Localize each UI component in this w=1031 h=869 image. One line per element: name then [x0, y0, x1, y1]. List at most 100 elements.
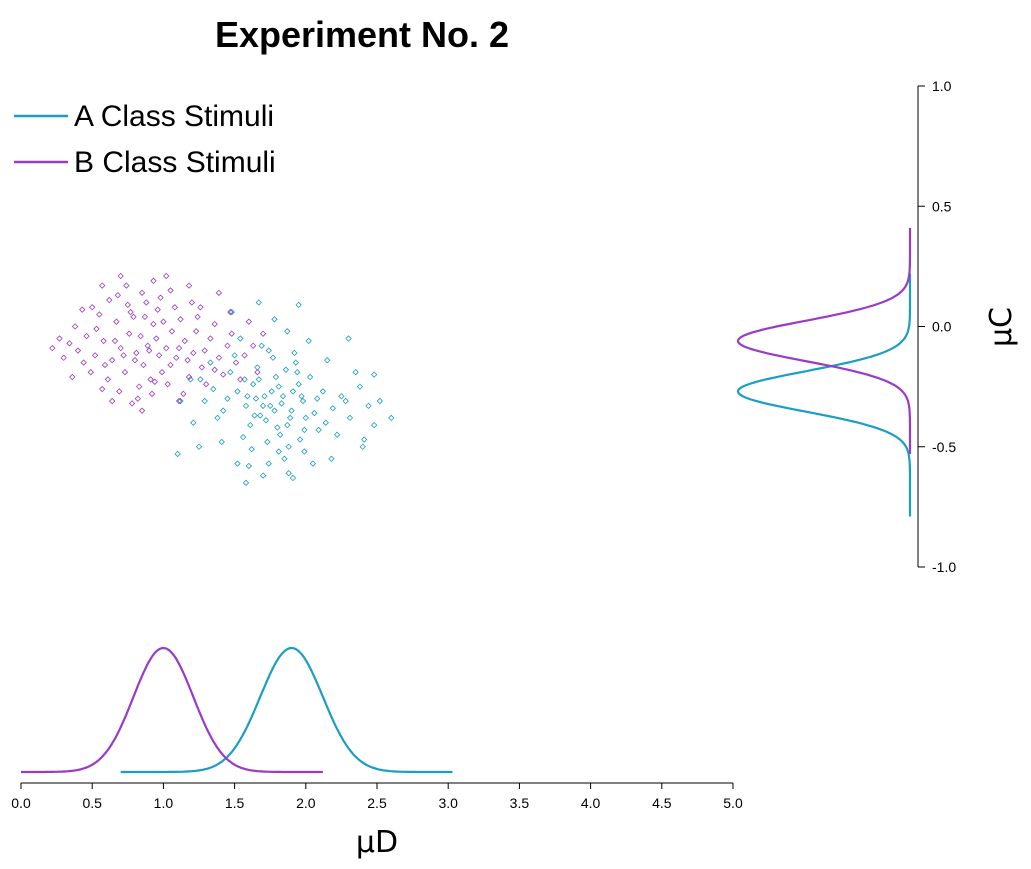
x-axis-label: μD	[356, 825, 398, 860]
scatter-point-b	[80, 359, 87, 366]
scatter-point-b	[158, 369, 166, 376]
scatter-point-b	[133, 349, 140, 357]
scatter-point-a	[242, 402, 250, 410]
scatter-point-b	[181, 337, 188, 345]
density-y-b	[736, 227, 912, 454]
scatter-point-a	[361, 436, 368, 443]
scatter-point-b	[232, 359, 240, 366]
scatter-point-b	[117, 344, 124, 352]
scatter-point-b	[49, 344, 56, 352]
scatter-point-b	[66, 340, 73, 347]
scatter-point-a	[255, 299, 262, 306]
scatter-point-b	[151, 378, 159, 385]
scatter-point-a	[306, 373, 314, 381]
scatter-point-a	[259, 472, 267, 479]
scatter-point-a	[285, 470, 292, 477]
scatter-point-b	[138, 289, 146, 296]
scatter-point-b	[117, 272, 124, 280]
scatter-point-a	[261, 393, 268, 400]
scatter-point-b	[108, 397, 116, 405]
scatter-point-a	[234, 460, 241, 467]
scatter-point-a	[265, 460, 272, 467]
scatter-series-b	[49, 272, 267, 414]
scatter-point-a	[284, 328, 291, 335]
scatter-point-a	[388, 414, 395, 422]
x-tick-label: 3.5	[510, 795, 530, 811]
scatter-point-a	[370, 371, 378, 378]
scatter-point-b	[140, 361, 147, 369]
scatter-point-b	[104, 376, 112, 383]
density-x-b	[21, 646, 323, 774]
scatter-point-b	[113, 318, 120, 325]
scatter-point-a	[285, 443, 292, 450]
scatter-point-a	[247, 421, 254, 429]
x-tick-label: 1.5	[225, 795, 245, 811]
scatter-point-b	[249, 342, 257, 349]
scatter-point-b	[83, 332, 90, 340]
x-tick-label: 0.5	[82, 795, 102, 811]
scatter-point-a	[281, 455, 288, 462]
scatter-point-b	[215, 354, 223, 361]
scatter-point-b	[96, 311, 103, 318]
scatter-point-a	[248, 445, 255, 453]
scatter-point-a	[352, 369, 359, 376]
scatter-point-b	[164, 381, 171, 388]
scatter-point-a	[302, 414, 309, 422]
scatter-point-a	[190, 419, 197, 426]
x-tick-label: 5.0	[723, 795, 743, 811]
scatter-point-b	[74, 347, 82, 354]
scatter-point-a	[267, 402, 274, 410]
scatter-point-b	[211, 366, 218, 373]
scatter-point-a	[376, 397, 384, 405]
scatter-point-a	[220, 407, 227, 414]
scatter-point-a	[323, 357, 331, 364]
scatter-point-b	[93, 325, 100, 333]
scatter-point-b	[150, 277, 157, 284]
scatter-point-b	[154, 306, 161, 313]
scatter-point-a	[292, 359, 299, 366]
scatter-point-b	[220, 371, 227, 378]
scatter-point-a	[262, 417, 270, 424]
scatter-point-b	[127, 308, 134, 316]
x-tick-label: 1.0	[154, 795, 174, 811]
scatter-point-b	[89, 304, 96, 311]
scatter-point-a	[271, 316, 278, 323]
scatter-point-a	[197, 376, 204, 383]
scatter-point-b	[130, 313, 137, 321]
scatter-point-a	[284, 421, 291, 429]
scatter-point-b	[99, 282, 106, 289]
scatter-point-b	[177, 316, 184, 323]
scatter-point-a	[301, 448, 308, 455]
scatter-point-a	[346, 414, 354, 422]
x-axis: 0.0 0.5 1.0 1.5 2.0 2.5 3.0 3.5 4.0 4.5 5.0	[11, 782, 743, 811]
scatter-point-b	[228, 330, 235, 337]
scatter-point-a	[295, 301, 302, 309]
scatter-point-b	[167, 361, 174, 369]
scatter-point-b	[245, 318, 253, 325]
legend-label-b: B Class Stimuli	[74, 146, 276, 179]
scatter-point-a	[275, 448, 282, 455]
scatter-point-a	[257, 412, 264, 419]
scatter-point-a	[239, 433, 247, 441]
scatter-point-b	[198, 364, 206, 371]
scatter-point-b	[147, 376, 154, 383]
scatter-point-a	[210, 385, 217, 393]
scatter-point-b	[190, 349, 197, 357]
scatter-point-a	[264, 438, 271, 446]
scatter-point-b	[227, 308, 234, 316]
x-tick-label: 4.5	[652, 795, 672, 811]
x-tick-label: 3.0	[438, 795, 458, 811]
scatter-point-a	[231, 352, 238, 359]
scatter-point-a	[299, 397, 307, 405]
scatter-point-b	[120, 352, 127, 359]
scatter-point-a	[305, 337, 312, 345]
scatter-point-a	[234, 388, 241, 395]
scatter-point-b	[171, 304, 178, 311]
scatter-point-a	[214, 414, 221, 422]
scatter-point-a	[279, 393, 287, 400]
scatter-point-b	[241, 352, 248, 359]
scatter-point-a	[291, 349, 298, 357]
scatter-point-a	[255, 376, 262, 383]
scatter-point-b	[148, 390, 156, 398]
scatter-point-a	[271, 407, 278, 414]
